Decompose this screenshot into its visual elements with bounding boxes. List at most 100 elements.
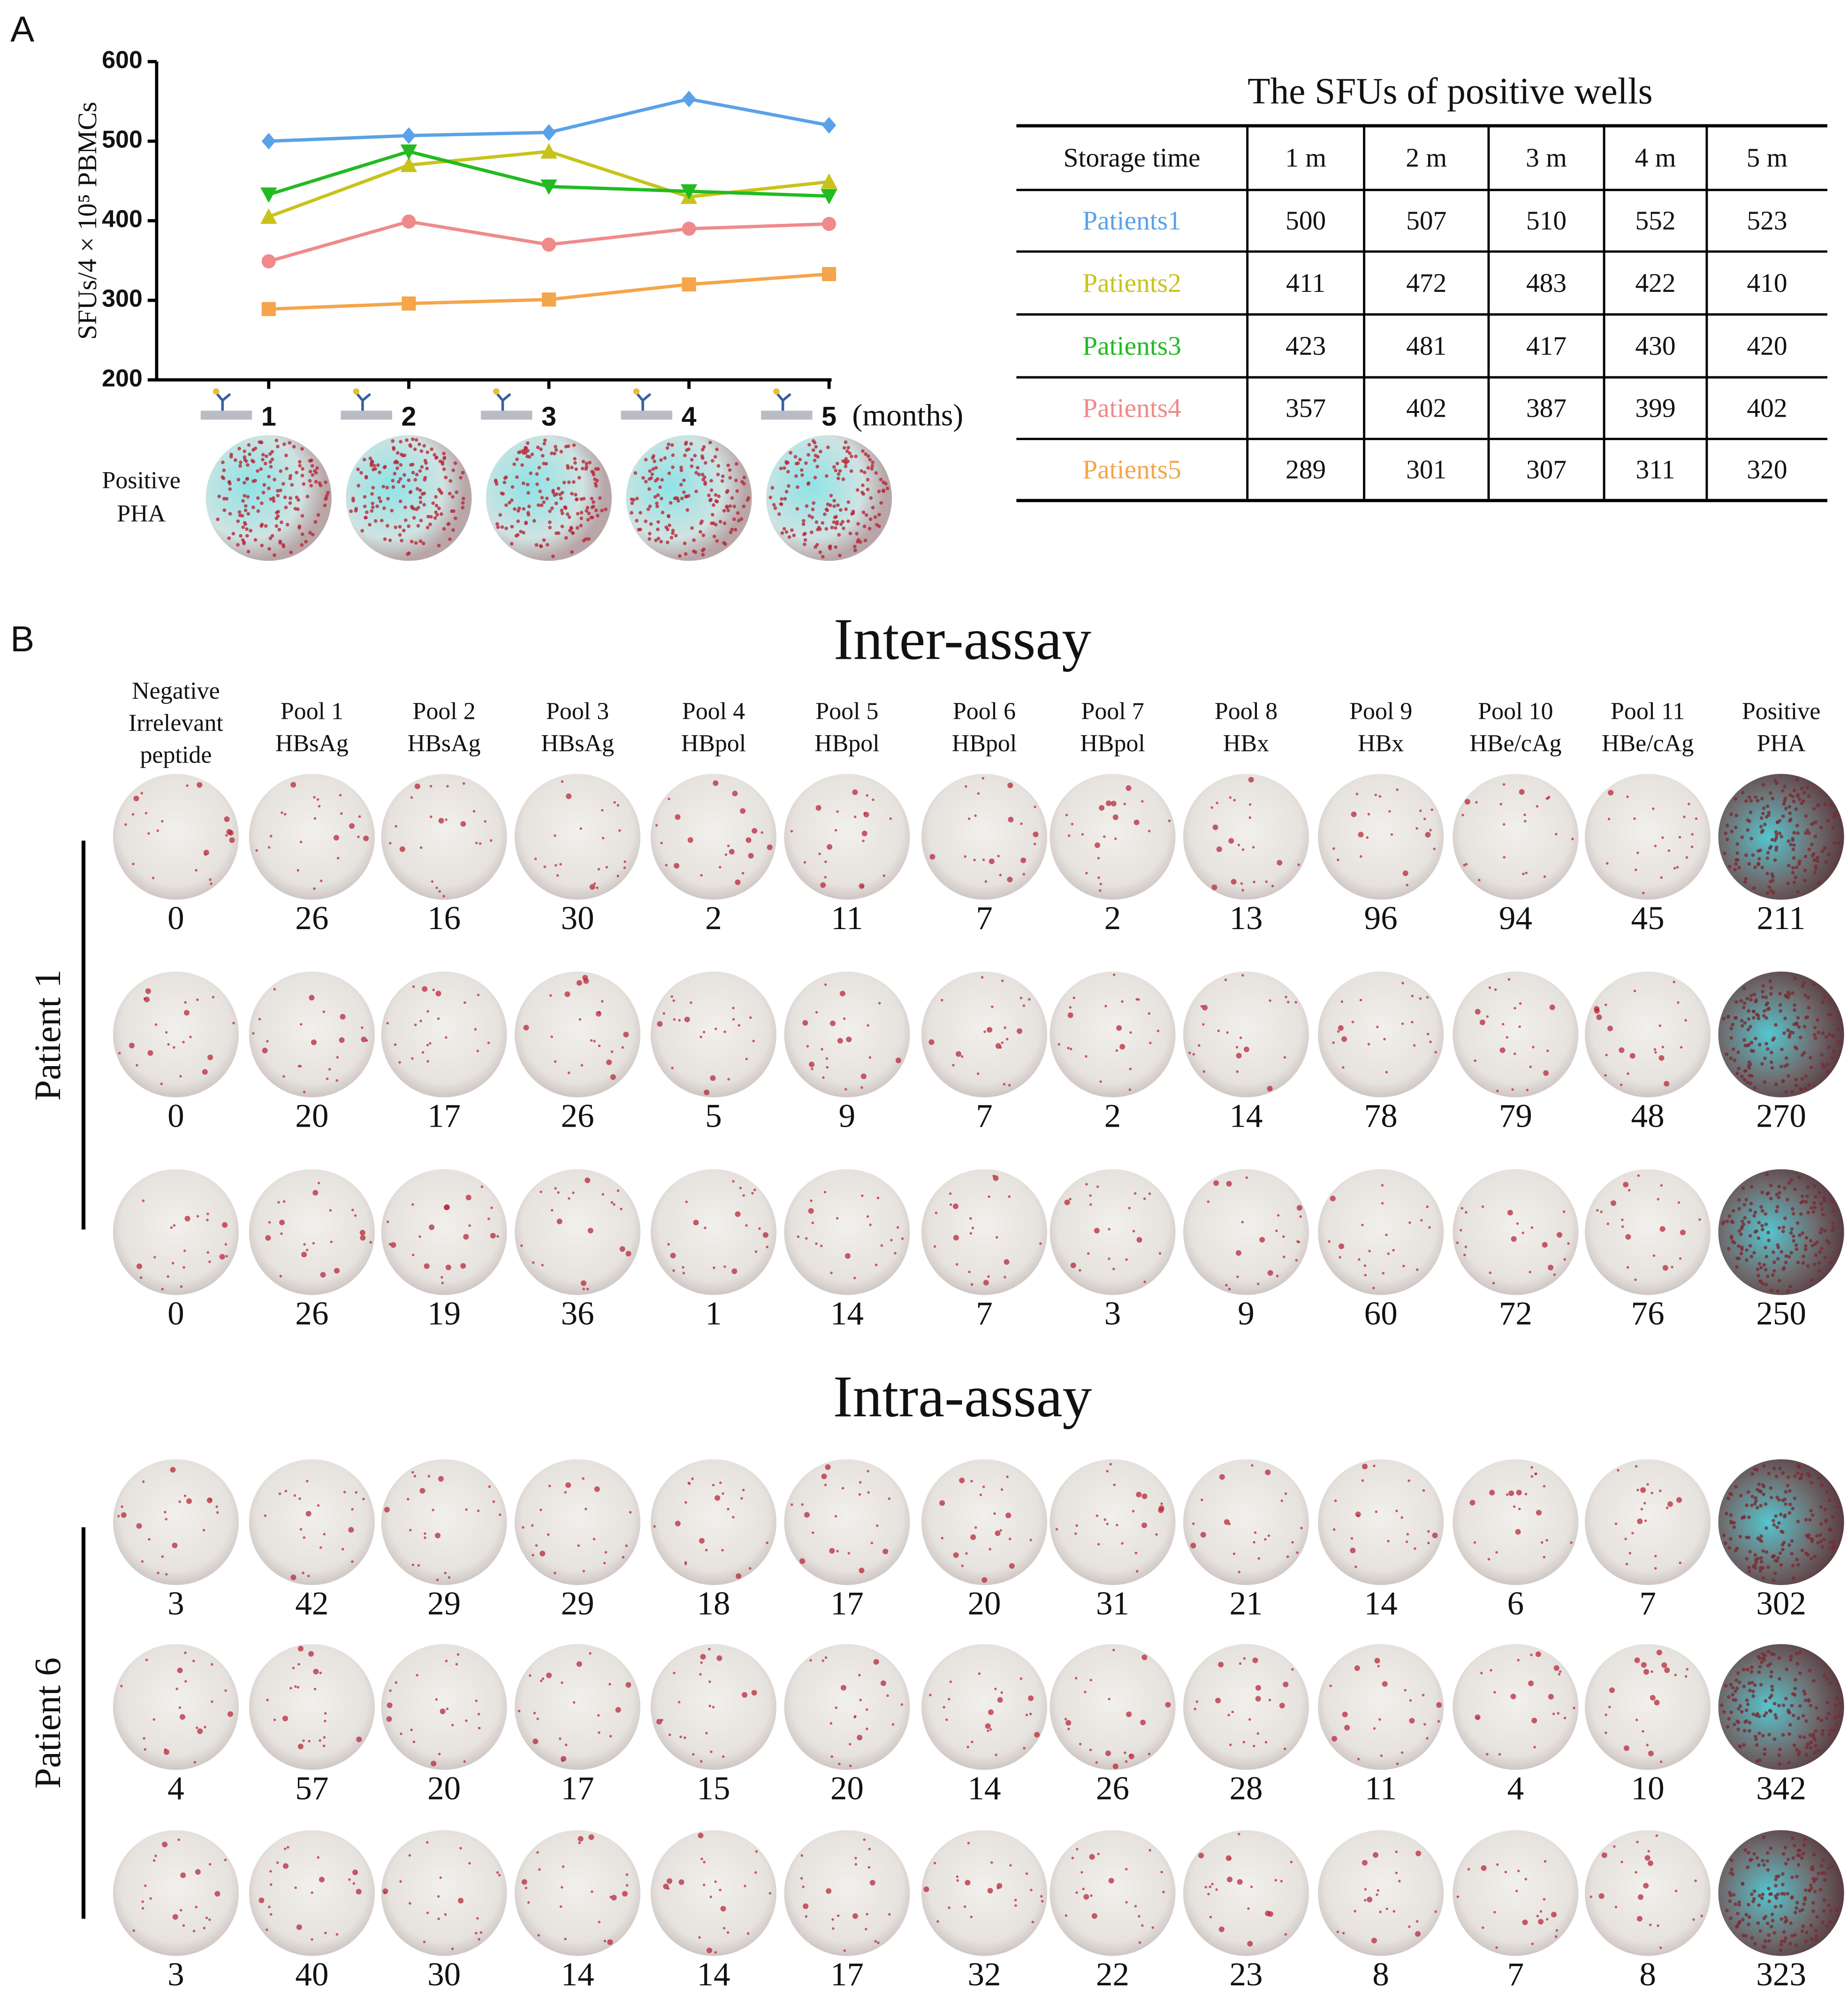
spot: [1677, 1001, 1680, 1004]
spot: [841, 459, 845, 463]
spot: [1395, 1850, 1398, 1853]
spot: [1779, 1009, 1783, 1013]
spot: [838, 469, 842, 473]
spot: [1240, 882, 1243, 885]
spot: [708, 1704, 711, 1708]
spot: [300, 1023, 303, 1026]
spot: [1801, 984, 1805, 988]
spot: [205, 1916, 208, 1919]
spot: [1763, 823, 1767, 826]
spot: [1243, 1046, 1249, 1053]
spot: [825, 474, 829, 478]
spot: [1231, 879, 1237, 885]
spot: [700, 874, 703, 877]
spot: [284, 1489, 288, 1493]
spot: [982, 858, 985, 862]
spot: [1827, 1527, 1832, 1531]
spot: [1767, 1007, 1771, 1011]
spot: [239, 460, 243, 465]
spot: [180, 1909, 183, 1912]
spot: [399, 846, 405, 852]
spot: [1765, 1859, 1769, 1863]
spot: [446, 1708, 449, 1710]
spot: [712, 534, 716, 539]
spot: [279, 1220, 285, 1226]
spot: [671, 453, 675, 457]
spot: [1812, 1033, 1817, 1037]
spot: [1729, 1682, 1733, 1686]
spot: [1731, 1209, 1735, 1213]
spot: [860, 1086, 863, 1089]
well: [381, 971, 507, 1098]
well: [1453, 1459, 1579, 1585]
spot: [1654, 1567, 1657, 1570]
spot: [1771, 796, 1775, 801]
spot: [1789, 1178, 1794, 1182]
spot-count: 17: [427, 1098, 461, 1134]
spot: [419, 1487, 426, 1494]
spot: [303, 1091, 306, 1094]
spot: [305, 1510, 312, 1517]
spot: [152, 1718, 155, 1721]
spot: [1788, 1489, 1792, 1493]
spot: [1760, 1062, 1764, 1066]
spot: [823, 512, 827, 516]
spot: [1005, 1512, 1011, 1518]
spot: [269, 1883, 273, 1886]
antigen-icon: [213, 388, 220, 395]
spot: [1731, 1686, 1735, 1690]
spot: [1794, 1078, 1798, 1082]
spot: [1636, 1488, 1639, 1492]
well: [381, 1644, 507, 1770]
spot: [1759, 824, 1763, 829]
well: [784, 774, 910, 900]
spot: [639, 527, 642, 532]
spot: [1664, 1667, 1670, 1673]
spot: [856, 522, 860, 526]
spot: [880, 1680, 886, 1686]
spot: [1823, 1507, 1827, 1511]
spot: [170, 1467, 176, 1473]
spot: [1239, 1662, 1242, 1665]
spot: [1823, 1871, 1826, 1875]
spot: [578, 1836, 584, 1842]
spot: [1753, 1086, 1757, 1090]
spot: [844, 457, 848, 461]
spot: [1608, 790, 1614, 796]
spot: [1791, 1212, 1795, 1216]
spot: [977, 1072, 980, 1075]
spot: [787, 484, 791, 488]
spot: [1427, 1032, 1430, 1036]
spot-count: 57: [295, 1770, 328, 1807]
spot: [373, 519, 378, 523]
spot: [237, 447, 241, 450]
spot: [391, 479, 395, 482]
spot: [496, 1871, 499, 1874]
spot: [1762, 1263, 1766, 1267]
marker: [260, 187, 277, 203]
spot: [669, 536, 674, 540]
well: [921, 774, 1048, 900]
spot: [810, 1199, 813, 1202]
panel-letter: B: [10, 619, 34, 659]
spot: [1557, 1712, 1560, 1715]
spot: [866, 488, 870, 491]
spot: [1740, 1024, 1744, 1028]
spot: [868, 1056, 871, 1059]
spot: [379, 499, 382, 503]
spot: [292, 1666, 295, 1670]
spot: [326, 490, 330, 495]
spot: [869, 1880, 875, 1886]
marker: [261, 302, 276, 316]
spot: [282, 1075, 285, 1078]
spot: [322, 1010, 326, 1013]
spot: [683, 453, 687, 458]
spot: [459, 476, 463, 480]
spot: [1456, 1895, 1460, 1898]
spot: [779, 466, 783, 471]
spot: [1783, 1064, 1787, 1068]
spot: [309, 995, 315, 1001]
spot: [1482, 1926, 1484, 1929]
spot: [1825, 1677, 1829, 1681]
spot: [579, 827, 582, 830]
